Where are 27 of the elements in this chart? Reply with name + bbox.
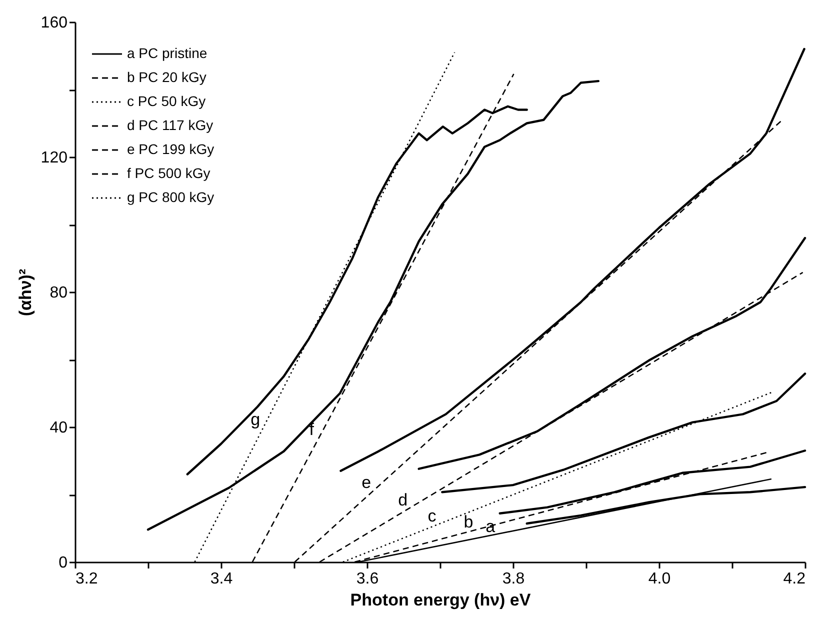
legend-label: a PC pristine [127, 45, 208, 61]
x-tick-label: 3.4 [210, 570, 233, 588]
y-tick-label: 160 [40, 14, 68, 32]
y-tick-label: 120 [40, 150, 68, 166]
annotation: g [250, 410, 260, 429]
y-tick-label: 40 [50, 420, 68, 436]
legend-label: g PC 800 kGy [127, 189, 214, 205]
annotation: a [486, 516, 496, 536]
x-tick-label: 3.6 [356, 570, 379, 588]
x-tick-label: 4.0 [648, 570, 671, 588]
annotation: b [464, 512, 474, 532]
annotation: d [398, 490, 408, 510]
legend-label: c PC 50 kGy [127, 93, 206, 109]
legend-label: d PC 117 kGy [127, 117, 214, 133]
annotation: e [362, 472, 372, 492]
x-tick-label: 3.2 [76, 570, 98, 588]
legend-label: b PC 20 kGy [127, 69, 206, 85]
x-tick-label: 4.2 [783, 570, 806, 588]
x-tick-label: 3.8 [502, 570, 525, 588]
annotation: f [309, 420, 314, 440]
x-axis-title: Photon energy (hν) eV [350, 590, 532, 610]
y-tick-label: 80 [50, 284, 68, 302]
annotation: c [428, 506, 437, 526]
legend-label: e PC 199 kGy [127, 141, 214, 157]
y-axis-title: (αhν)² [16, 268, 35, 316]
y-tick-label: 0 [58, 554, 68, 572]
legend-label: f PC 500 kGy [127, 165, 210, 181]
